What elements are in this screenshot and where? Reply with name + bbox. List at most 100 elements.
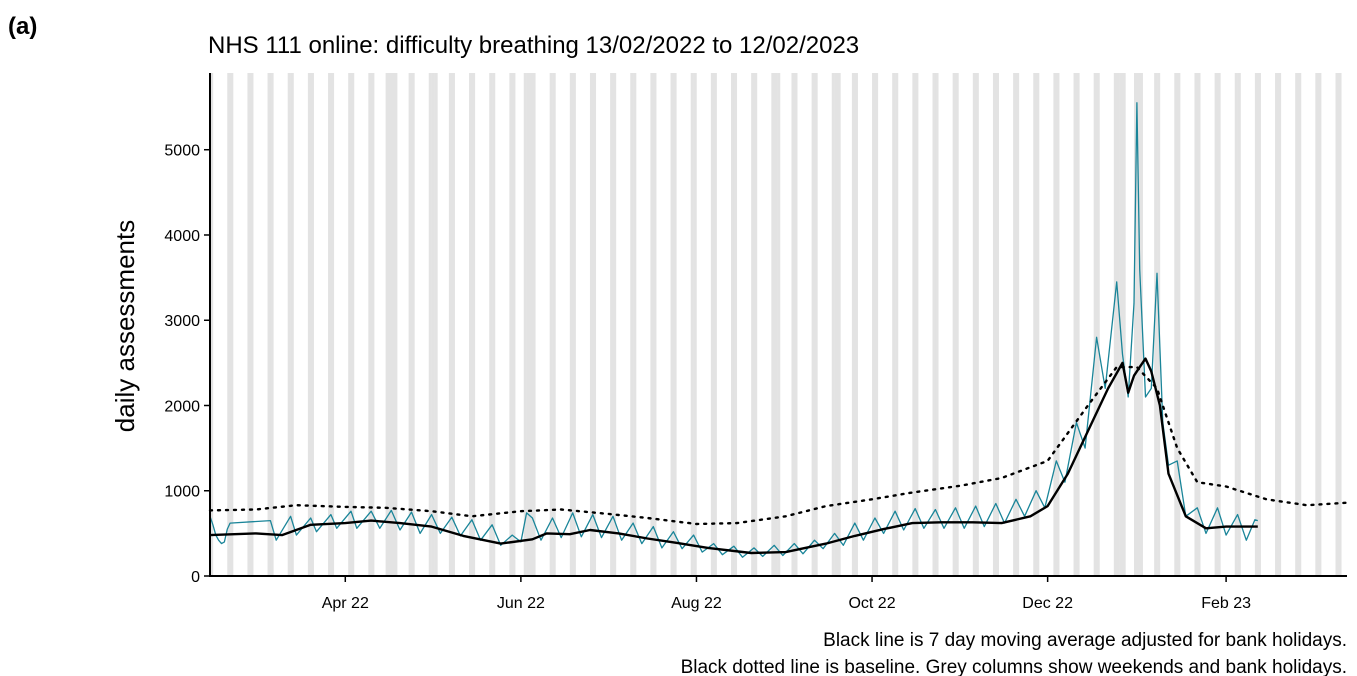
shade-column [328, 73, 332, 576]
shade-column [633, 73, 637, 576]
shade-column [471, 73, 476, 576]
shade-column [955, 73, 959, 576]
shade-column [1174, 73, 1178, 576]
shade-column [693, 73, 697, 576]
shade-column [549, 73, 553, 576]
shade-column [210, 73, 214, 576]
shade-column [673, 73, 677, 576]
shade-column [851, 73, 856, 576]
shade-column [1015, 73, 1020, 576]
shade-column [509, 73, 513, 576]
shade-column [1234, 73, 1238, 576]
shade-column [771, 73, 775, 576]
shade-column [794, 73, 798, 576]
caption-baseline: Black dotted line is baseline. Grey colu… [681, 657, 1347, 676]
shade-column [754, 73, 758, 576]
shade-column [348, 73, 352, 576]
shade-column [492, 73, 496, 576]
panel-label: (a) [8, 13, 37, 40]
shade-column [230, 73, 234, 576]
shade-column [287, 73, 291, 576]
shade-column [952, 73, 956, 576]
series-line-baseline [208, 365, 1349, 526]
x-tick-label: Apr 22 [322, 595, 369, 612]
shade-column [791, 73, 795, 576]
shade-column [751, 73, 755, 576]
x-tick-label: Oct 22 [848, 595, 895, 612]
shade-column [1076, 73, 1080, 576]
shade-column [912, 73, 916, 576]
shade-column [731, 73, 735, 576]
shade-column [1096, 73, 1100, 576]
shade-column [1177, 73, 1181, 576]
shade-column [1133, 73, 1138, 576]
axes: 0 1000 2000 3000 4000 5000 Apr 22 Jun 22 Aug 22 O… [164, 73, 1347, 612]
shade-column [451, 73, 455, 576]
shade-column [1139, 73, 1143, 576]
shade-column [1036, 73, 1040, 576]
y-axis-label: daily assessments [110, 220, 140, 432]
shade-column [653, 73, 657, 576]
shade-column [972, 73, 976, 576]
shade-column [1122, 73, 1126, 576]
shade-column [610, 73, 614, 576]
shade-column [1295, 73, 1299, 576]
shade-column [1136, 73, 1141, 576]
shade-column [1237, 73, 1241, 576]
shade-column [1275, 73, 1279, 576]
shade-column [1194, 73, 1198, 576]
y-tick-label: 3000 [164, 313, 200, 330]
shade-column [552, 73, 556, 576]
shade-column [569, 73, 573, 576]
shade-column [529, 73, 533, 576]
shade-column [307, 73, 312, 576]
shade-column [992, 73, 997, 576]
x-tick-label: Dec 22 [1022, 595, 1073, 612]
shade-column [1053, 73, 1057, 576]
shade-column [837, 73, 841, 576]
shade-column [1315, 73, 1319, 576]
shade-column [391, 73, 395, 576]
shade-column [892, 73, 896, 576]
shade-column [1093, 73, 1097, 576]
shade-column [1073, 73, 1077, 576]
shade-column [1116, 73, 1120, 576]
shade-column [368, 73, 372, 576]
shade-column [523, 73, 527, 576]
shade-column [1214, 73, 1218, 576]
shade-column [895, 73, 899, 576]
shade-column [713, 73, 717, 576]
shade-column [1013, 73, 1017, 576]
shade-column [267, 73, 271, 576]
shade-column [874, 73, 879, 576]
shade-column [572, 73, 576, 576]
shade-column [448, 73, 453, 576]
shade-column [247, 73, 251, 576]
y-tick-label: 4000 [164, 228, 200, 245]
shade-column [526, 73, 530, 576]
shade-column [975, 73, 979, 576]
shade-column [1154, 73, 1158, 576]
shade-column [408, 73, 412, 576]
shade-column [1217, 73, 1221, 576]
shade-column [670, 73, 674, 576]
caption-moving-average: Black line is 7 day moving average adjus… [823, 630, 1347, 651]
shade-column [1119, 73, 1123, 576]
shade-column [330, 73, 335, 576]
shade-column [589, 73, 594, 576]
shade-column [310, 73, 314, 576]
shade-column [385, 73, 389, 576]
shade-column [1335, 73, 1339, 576]
chart-title: NHS 111 online: difficulty breathing 13/… [208, 32, 859, 59]
x-tick-label: Feb 23 [1201, 595, 1251, 612]
shade-column [428, 73, 432, 576]
series-line-7-day-moving-average [209, 357, 1258, 555]
y-tick-label: 1000 [164, 484, 200, 501]
shade-column [351, 73, 355, 576]
shade-column [1298, 73, 1302, 576]
shade-column [1338, 73, 1342, 576]
shade-column [814, 73, 818, 576]
weekend-shading [210, 73, 1342, 576]
shade-column [250, 73, 254, 576]
